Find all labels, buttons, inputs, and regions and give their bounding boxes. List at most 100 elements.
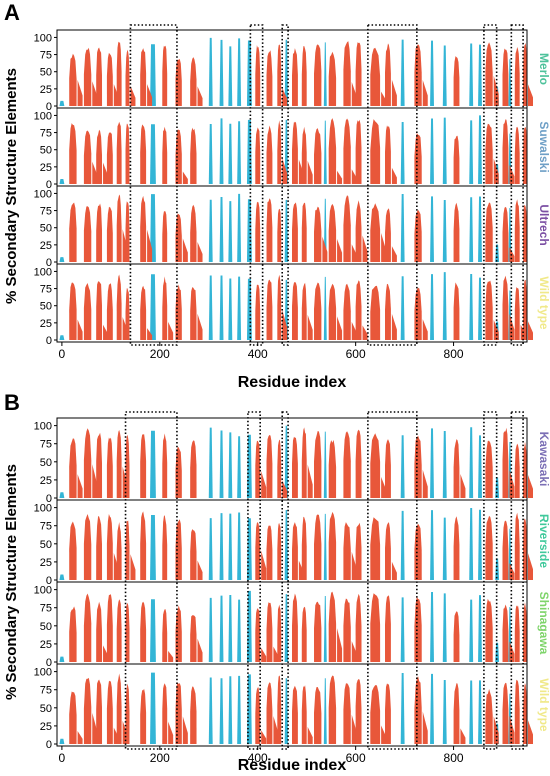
helix-shoulder xyxy=(351,551,357,580)
strand-bar xyxy=(150,124,156,184)
helix-shoulder xyxy=(282,309,288,340)
helix-bar xyxy=(301,516,307,580)
helix-bar xyxy=(175,284,182,340)
helix-bar xyxy=(255,440,261,498)
helix-bar xyxy=(514,605,520,662)
helix-bar xyxy=(502,275,509,340)
helix-bar xyxy=(175,447,182,498)
helix-bar xyxy=(514,443,520,498)
helix-bar xyxy=(414,209,422,262)
helix-bar xyxy=(140,285,147,340)
helix-bar xyxy=(314,687,322,744)
strand-bar xyxy=(59,492,65,498)
helix-bar xyxy=(125,201,130,262)
helix-bar xyxy=(125,434,130,498)
helix-bar xyxy=(414,435,422,498)
strand-bar xyxy=(237,276,242,340)
helix-bar xyxy=(370,433,381,498)
helix-bar xyxy=(106,283,113,340)
helix-bar xyxy=(266,525,273,580)
y-tick-label: 25 xyxy=(40,84,52,96)
helix-bar xyxy=(83,677,92,744)
helix-bar xyxy=(301,46,307,106)
helix-bar xyxy=(314,601,322,662)
helix-bar xyxy=(116,429,122,498)
strand-bar xyxy=(150,672,156,744)
helix-bar xyxy=(125,123,130,184)
helix-bar xyxy=(69,606,77,662)
y-tick-label: 50 xyxy=(40,223,52,235)
helix-bar xyxy=(175,605,182,662)
helix-bar xyxy=(162,683,168,744)
helix-bar xyxy=(414,596,422,662)
helix-bar xyxy=(69,282,77,340)
helix-bar xyxy=(277,439,282,498)
highlight-region xyxy=(367,24,418,346)
strand-bar xyxy=(228,123,233,184)
y-tick-label: 0 xyxy=(46,575,52,587)
strand-bar xyxy=(400,39,405,106)
helix-shoulder xyxy=(391,167,397,184)
helix-bar xyxy=(485,280,493,340)
strand-bar xyxy=(237,193,242,262)
helix-bar xyxy=(370,517,381,580)
helix-bar xyxy=(385,125,391,184)
helix-shoulder xyxy=(307,464,313,498)
helix-bar xyxy=(266,434,273,498)
helix-bar xyxy=(125,520,130,580)
helix-bar xyxy=(190,127,197,184)
helix-bar xyxy=(255,284,261,340)
strand-bar xyxy=(469,197,474,262)
helix-bar xyxy=(485,515,493,580)
strand-bar xyxy=(208,597,213,662)
strand-bar xyxy=(442,517,447,580)
helix-bar xyxy=(190,204,197,262)
highlight-region xyxy=(483,411,498,750)
helix-bar xyxy=(96,129,103,184)
helix-bar xyxy=(328,51,337,106)
helix-shoulder xyxy=(509,641,515,662)
helix-bar xyxy=(140,434,147,498)
helix-bar xyxy=(277,523,282,580)
helix-shoulder xyxy=(493,320,499,340)
helix-bar xyxy=(485,202,493,262)
strand-bar xyxy=(150,599,156,662)
helix-bar xyxy=(502,119,509,184)
x-tick-label: 600 xyxy=(346,347,366,361)
helix-bar xyxy=(116,673,122,744)
helix-bar xyxy=(355,522,362,580)
helix-bar xyxy=(162,609,168,662)
helix-bar xyxy=(292,282,298,340)
helix-bar xyxy=(190,440,197,498)
helix-bar xyxy=(266,198,273,262)
helix-shoulder xyxy=(197,560,203,580)
helix-bar xyxy=(301,202,307,262)
helix-bar xyxy=(292,685,298,744)
y-axis-label: % Secondary Structure Elements xyxy=(3,68,20,304)
strand-bar xyxy=(59,656,65,662)
y-tick-label: 75 xyxy=(40,521,52,533)
helix-bar xyxy=(301,282,307,340)
helix-bar xyxy=(277,604,282,662)
helix-shoulder xyxy=(381,232,387,262)
helix-bar xyxy=(314,431,322,498)
y-tick-label: 50 xyxy=(40,145,52,157)
helix-bar xyxy=(266,125,273,184)
helix-shoulder xyxy=(528,553,533,580)
strand-bar xyxy=(237,121,242,184)
helix-bar xyxy=(502,520,509,580)
helix-shoulder xyxy=(351,169,357,184)
helix-bar xyxy=(301,685,307,744)
helix-shoulder xyxy=(147,84,153,106)
helix-bar xyxy=(328,675,337,744)
helix-bar xyxy=(355,200,362,262)
x-axis-label: Residue index xyxy=(238,757,347,774)
y-tick-label: 25 xyxy=(40,318,52,330)
helix-shoulder xyxy=(261,550,267,580)
helix-bar xyxy=(301,427,307,498)
helix-shoulder xyxy=(528,321,533,340)
helix-bar xyxy=(328,203,337,262)
strand-bar xyxy=(478,115,482,184)
y-tick-label: 100 xyxy=(34,585,52,597)
x-tick-label: 800 xyxy=(444,347,464,361)
